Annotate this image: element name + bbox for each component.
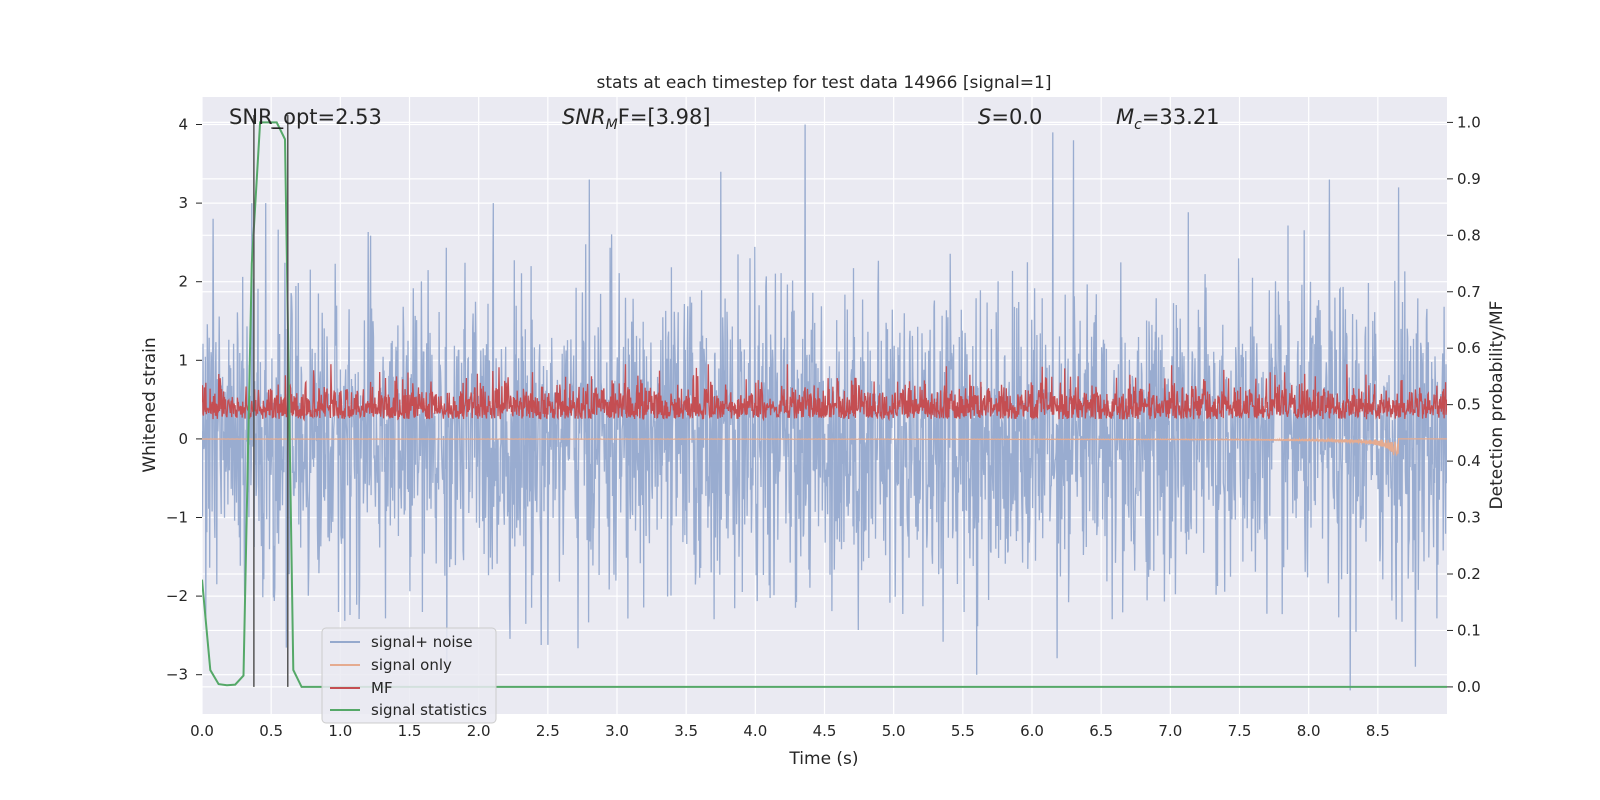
x-tick-label: 2.0 [467,722,491,740]
y-tick-label-left: −2 [166,587,188,605]
legend-label-signal-noise: signal+ noise [371,633,473,651]
annotation-snr-opt: SNR_opt=2.53 [229,105,382,130]
x-tick-label: 6.5 [1089,722,1113,740]
annotation-s: S=0.0 [978,105,1042,129]
x-tick-label: 1.0 [328,722,352,740]
y-tick-label-left: 3 [178,194,188,212]
y-tick-label-right: 0.6 [1457,339,1481,357]
x-tick-label: 7.5 [1228,722,1252,740]
x-axis-label: Time (s) [788,749,858,769]
x-tick-label: 2.5 [536,722,560,740]
y-tick-label-left: 1 [178,351,188,369]
series-mf [202,364,1447,422]
legend-box [321,627,497,724]
y-tick-label-right: 0.7 [1457,283,1481,301]
y-axis-label-left: Whitened strain [140,337,160,472]
snr-mf-subscript: M [606,117,618,133]
y-tick-label-right: 0.8 [1457,226,1481,244]
y-tick-label-right: 0.2 [1457,565,1481,583]
x-tick-label: 6.0 [1020,722,1044,740]
x-tick-label: 4.5 [813,722,837,740]
y-tick-label-left: 2 [178,273,188,291]
y-tick-label-right: 0.0 [1457,678,1481,696]
y-tick-label-left: −3 [166,666,188,684]
chart-title: stats at each timestep for test data 149… [597,73,1052,93]
y-tick-label-left: 4 [178,116,188,134]
legend: signal+ noise signal only MF signal stat… [321,627,497,724]
mc-subscript: c [1134,117,1142,133]
vertical-markers [253,115,289,687]
x-tick-label: 1.5 [398,722,422,740]
x-tick-label: 0.5 [259,722,283,740]
y-tick-label-left: 0 [178,430,188,448]
x-ticks: 0.0 0.5 1.0 1.5 2.0 2.5 3.0 3.5 4.0 4.5 5.0 5.5 6.0 6… [190,722,1390,740]
x-tick-label: 8.0 [1297,722,1321,740]
snr-mf-symbol: SNR [562,105,606,129]
x-tick-label: 8.5 [1366,722,1390,740]
x-tick-label: 4.0 [743,722,767,740]
y-tick-label-left: −1 [166,509,188,527]
y-tick-label-right: 0.1 [1457,621,1481,639]
x-tick-label: 3.5 [674,722,698,740]
y-ticks-left: −3 −2 −1 0 1 2 3 4 [166,116,202,684]
legend-label-signal-statistics: signal statistics [371,701,487,719]
legend-label-mf: MF [371,679,393,697]
legend-label-signal-only: signal only [371,656,452,674]
x-tick-label: 3.0 [605,722,629,740]
x-tick-label: 5.0 [882,722,906,740]
s-symbol: S [978,105,991,129]
x-tick-label: 0.0 [190,722,214,740]
y-ticks-right: 0.0 0.1 0.2 0.3 0.4 0.5 0.6 0.7 0.8 0.9 1.0 [1447,113,1481,696]
mc-symbol: M [1116,105,1134,129]
y-tick-label-right: 1.0 [1457,113,1481,131]
s-value: =0.0 [991,105,1042,129]
mc-value: =33.21 [1142,105,1220,129]
series-signal-only [202,436,1447,457]
x-tick-label: 7.0 [1158,722,1182,740]
series-signal-statistics [202,121,1447,688]
annotation-snr-mf: SNRMF=[3.98] [562,105,711,133]
y-tick-label-right: 0.4 [1457,452,1481,470]
y-tick-label-right: 0.5 [1457,396,1481,414]
y-tick-label-right: 0.3 [1457,509,1481,527]
x-tick-label: 5.5 [951,722,975,740]
snr-mf-value: F=[3.98] [618,105,711,129]
annotation-mc: Mc=33.21 [1116,105,1220,133]
y-axis-label-right: Detection probability/MF [1487,301,1507,510]
series-layer [202,121,1447,691]
y-tick-label-right: 0.9 [1457,170,1481,188]
